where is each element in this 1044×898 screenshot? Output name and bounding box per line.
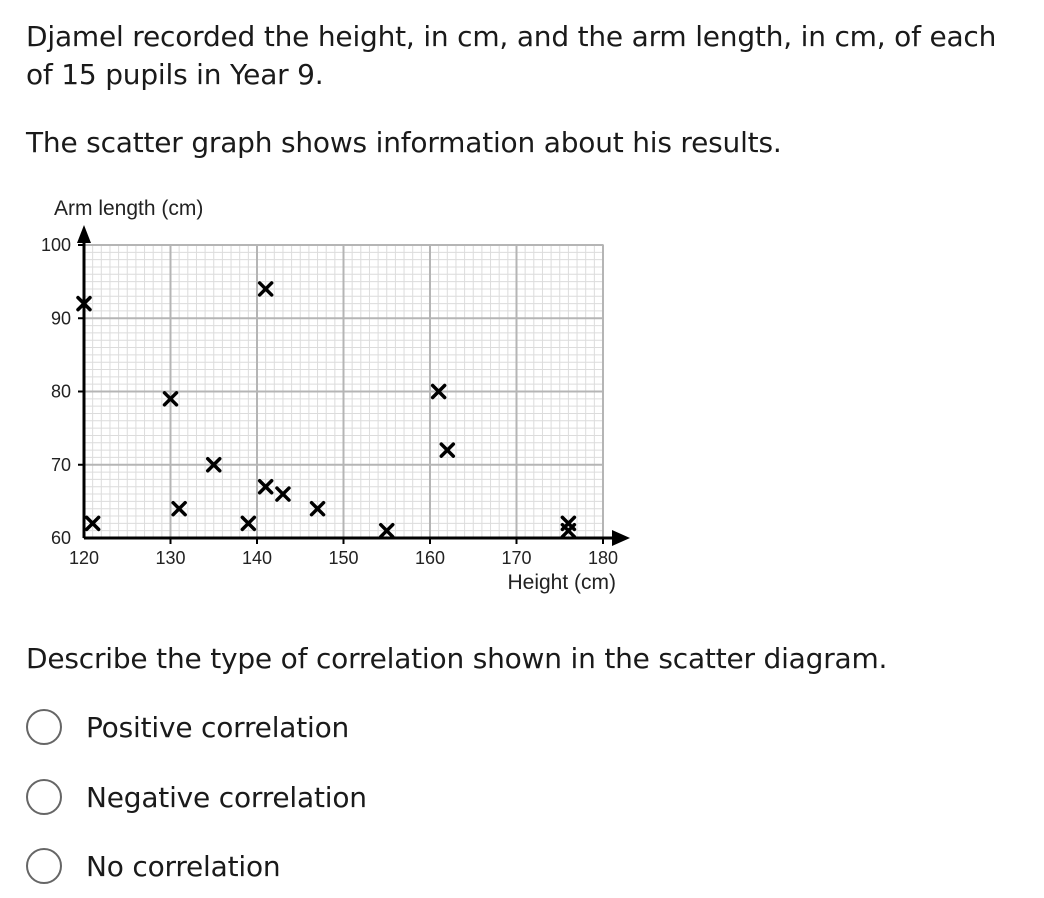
axes (77, 225, 630, 546)
x-tick-label: 180 (588, 548, 618, 568)
x-tick-label: 160 (415, 548, 445, 568)
option-label: Negative correlation (86, 780, 367, 814)
y-tick-label: 90 (51, 308, 71, 328)
question-statement: The scatter graph shows information abou… (26, 126, 782, 159)
data-point (379, 522, 395, 539)
y-tick-labels: 60 70 80 90 100 (41, 235, 71, 548)
data-point (84, 515, 101, 532)
y-tick-label: 80 (51, 382, 71, 402)
option-positive-correlation[interactable]: Positive correlation (26, 705, 349, 749)
data-point (560, 522, 577, 539)
data-point (76, 295, 92, 312)
data-point (162, 391, 179, 407)
x-axis-label: Height (cm) (507, 571, 616, 594)
data-point (206, 457, 222, 473)
x-tick-label: 140 (242, 548, 272, 568)
option-negative-correlation[interactable]: Negative correlation (26, 775, 367, 819)
data-points (76, 281, 577, 539)
y-tick-label: 100 (41, 235, 71, 255)
option-no-correlation[interactable]: No correlation (26, 844, 281, 888)
x-tick-label: 130 (155, 548, 185, 568)
radio-button[interactable] (26, 779, 62, 815)
x-tick-label: 170 (501, 548, 531, 568)
data-point (275, 486, 291, 502)
radio-button[interactable] (26, 848, 62, 884)
x-tick-label: 150 (328, 548, 358, 568)
option-label: Positive correlation (86, 710, 350, 744)
x-tick-labels: 120 130 140 150 160 170 180 (69, 548, 618, 568)
scatter-chart: 120 130 140 150 160 170 180 60 70 80 90 100 Arm le… (41, 197, 630, 594)
data-point (240, 515, 257, 532)
data-point (171, 500, 187, 517)
question-prompt: Describe the type of correlation shown i… (26, 642, 888, 675)
y-tick-label: 70 (51, 455, 71, 475)
data-point (257, 478, 274, 495)
data-point (257, 281, 274, 297)
question-intro: Djamel recorded the height, in cm, and t… (26, 20, 997, 91)
y-tick-label: 60 (51, 528, 71, 548)
data-point (439, 442, 456, 458)
y-axis-label: Arm length (cm) (54, 197, 203, 220)
x-tick-label: 120 (69, 548, 99, 568)
x-axis-arrow (612, 530, 630, 546)
data-point (430, 383, 447, 400)
radio-button[interactable] (26, 709, 62, 745)
option-label: No correlation (86, 849, 281, 883)
data-point (309, 500, 326, 517)
y-axis-arrow (77, 225, 91, 243)
